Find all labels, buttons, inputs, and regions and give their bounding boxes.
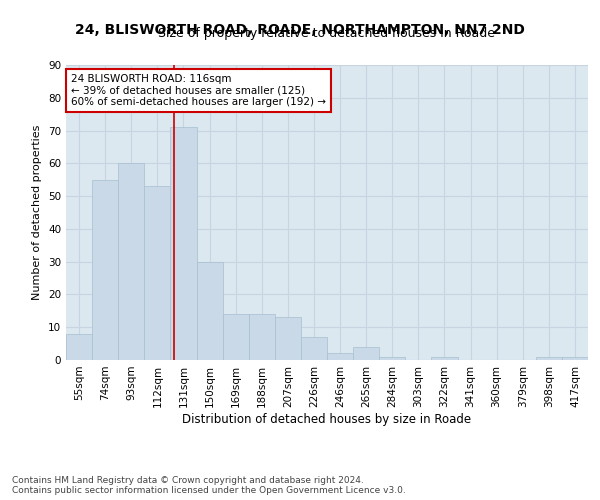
Bar <box>118 164 145 360</box>
Bar <box>327 354 353 360</box>
Text: 24, BLISWORTH ROAD, ROADE, NORTHAMPTON, NN7 2ND: 24, BLISWORTH ROAD, ROADE, NORTHAMPTON, … <box>75 22 525 36</box>
Bar <box>92 180 118 360</box>
Y-axis label: Number of detached properties: Number of detached properties <box>32 125 43 300</box>
Bar <box>301 337 327 360</box>
Bar <box>223 314 249 360</box>
Title: Size of property relative to detached houses in Roade: Size of property relative to detached ho… <box>158 27 496 40</box>
Bar <box>379 356 406 360</box>
Bar <box>197 262 223 360</box>
Bar <box>170 128 197 360</box>
Bar <box>249 314 275 360</box>
Bar <box>145 186 170 360</box>
Text: Contains HM Land Registry data © Crown copyright and database right 2024.: Contains HM Land Registry data © Crown c… <box>12 476 364 485</box>
Text: 24 BLISWORTH ROAD: 116sqm
← 39% of detached houses are smaller (125)
60% of semi: 24 BLISWORTH ROAD: 116sqm ← 39% of detac… <box>71 74 326 107</box>
X-axis label: Distribution of detached houses by size in Roade: Distribution of detached houses by size … <box>182 412 472 426</box>
Bar <box>353 347 379 360</box>
Text: Contains public sector information licensed under the Open Government Licence v3: Contains public sector information licen… <box>12 486 406 495</box>
Bar <box>275 318 301 360</box>
Bar <box>536 356 562 360</box>
Bar <box>66 334 92 360</box>
Bar <box>562 356 588 360</box>
Bar <box>431 356 458 360</box>
